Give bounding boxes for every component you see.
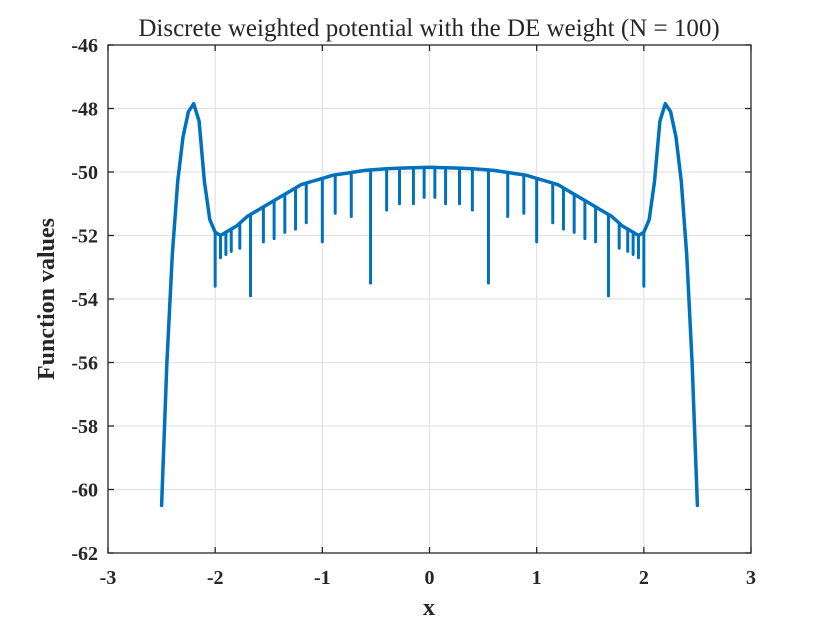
y-tick-label: -48 (71, 99, 98, 121)
y-tick-label: -50 (71, 162, 98, 184)
series-layer (159, 101, 700, 508)
y-tick-label: -58 (71, 416, 98, 438)
y-tick-label: -46 (71, 35, 98, 57)
y-tick-label: -54 (71, 289, 98, 311)
x-tick-label: 0 (425, 567, 435, 589)
x-tick-label: 3 (746, 567, 756, 589)
x-tick-label: 2 (639, 567, 649, 589)
x-tick-label: -1 (314, 567, 331, 589)
series-line (159, 101, 700, 508)
ticks: -3 -2 -1 0 1 2 3 -62 -60 -58 -56 -54 -52 -50 -48 -46 (71, 35, 756, 589)
x-axis-label: x (423, 595, 435, 621)
x-tick-label: -2 (207, 567, 224, 589)
x-tick-label: 1 (532, 567, 542, 589)
y-tick-label: -56 (71, 353, 98, 375)
y-tick-label: -52 (71, 226, 98, 248)
x-tick-label: -3 (100, 567, 117, 589)
chart-title: Discrete weighted potential with the DE … (138, 15, 719, 42)
y-tick-label: -60 (71, 480, 98, 502)
y-tick-label: -62 (71, 543, 98, 565)
grid (108, 45, 751, 553)
y-axis-label: Function values (34, 218, 60, 380)
